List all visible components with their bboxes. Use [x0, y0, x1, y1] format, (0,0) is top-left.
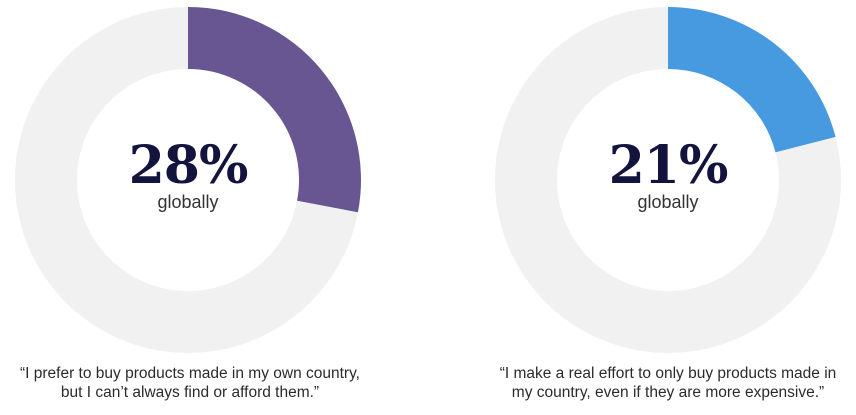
donut-slice-remainder	[14, 7, 358, 353]
donut-slice-remainder	[494, 7, 841, 353]
quote-line-2: but I can’t always find or afford them.”	[60, 384, 320, 401]
donut-slice-highlight	[188, 7, 361, 213]
quote-line-1: “I make a real effort to only buy produc…	[499, 365, 837, 382]
donut-chart-28-percent	[14, 7, 361, 353]
quote-line-1: “I prefer to buy products made in my own…	[19, 365, 360, 382]
quote-line-2: my country, even if they are more expens…	[511, 384, 825, 401]
survey-statement-quote: “I prefer to buy products made in my own…	[0, 364, 380, 402]
survey-statement-quote: “I make a real effort to only buy produc…	[478, 364, 856, 402]
chart-panel-local-preference: 28% globally “I prefer to buy products m…	[0, 7, 380, 402]
chart-panel-local-effort: 21% globally “I make a real effort to on…	[428, 0, 856, 415]
donut-slice-highlight	[668, 7, 836, 153]
donut-chart-21-percent	[494, 7, 841, 353]
